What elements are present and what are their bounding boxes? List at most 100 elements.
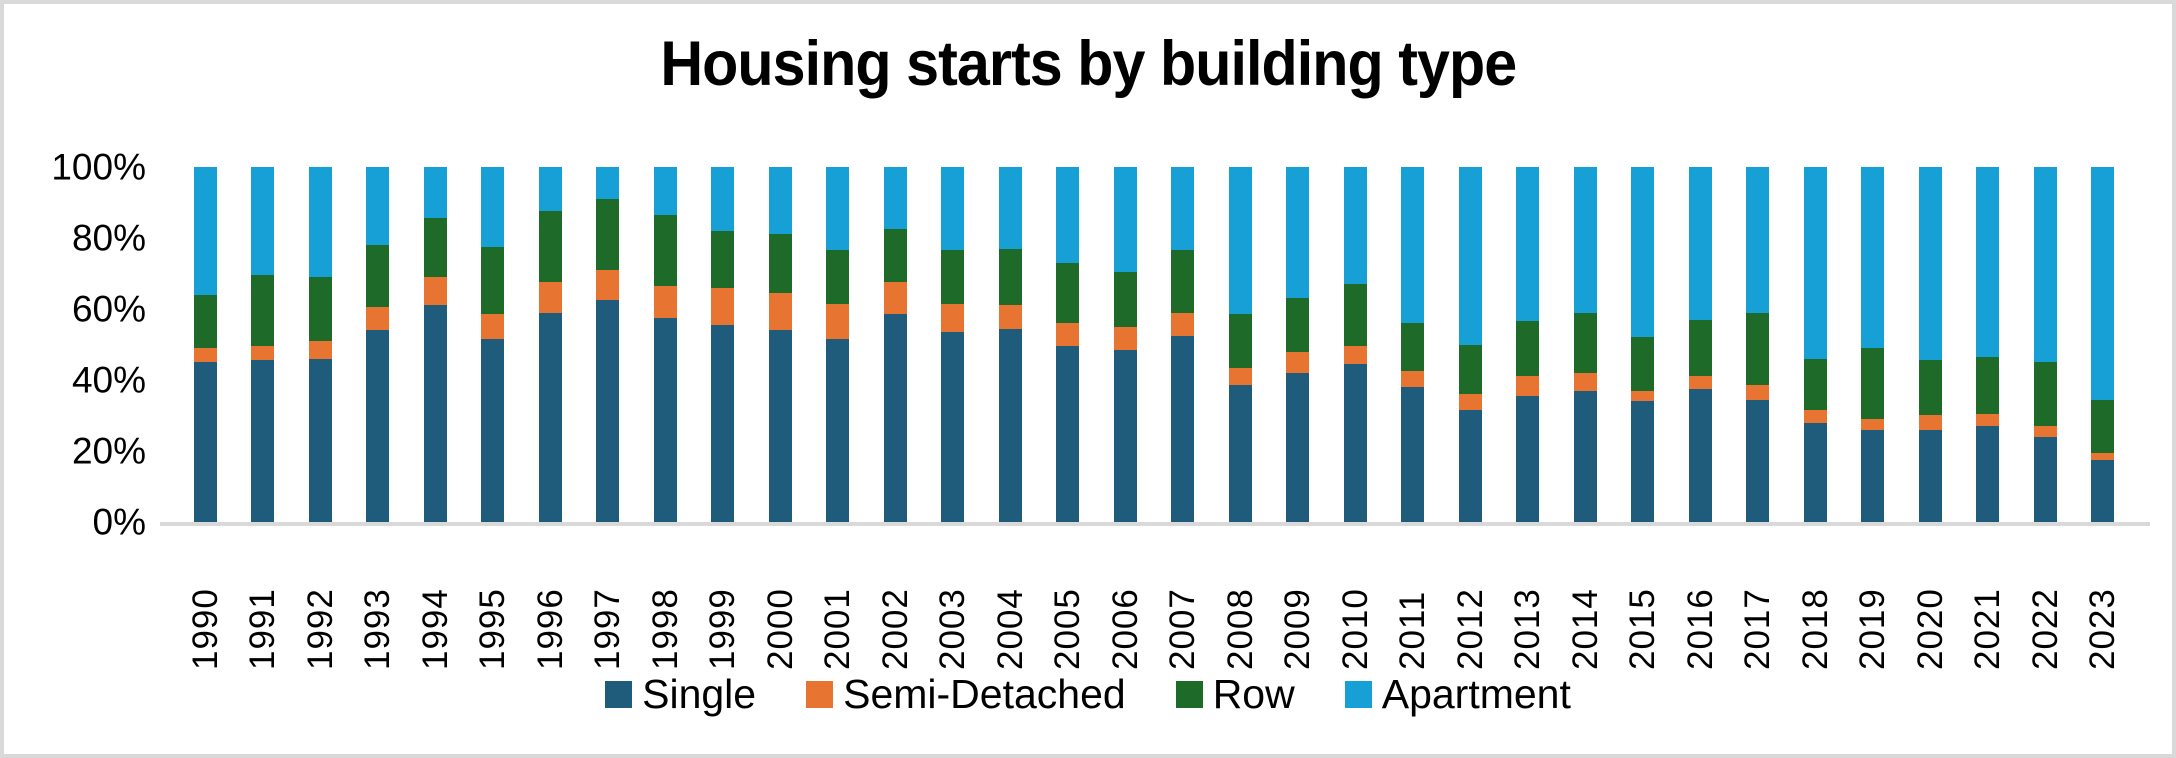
x-tick-wrap-2008: 2008 bbox=[1221, 538, 1260, 670]
x-tick-wrap-1997: 1997 bbox=[588, 538, 627, 670]
segment-2022-single bbox=[2033, 436, 2057, 522]
bar-1996 bbox=[538, 167, 562, 522]
segment-2016-row bbox=[1688, 319, 1712, 377]
segment-2006-semi-detached bbox=[1113, 326, 1137, 350]
segment-2004-single bbox=[998, 328, 1022, 522]
y-tick-40pct: 40% bbox=[71, 359, 146, 401]
bar-2006 bbox=[1113, 167, 1137, 522]
segment-2009-apartment bbox=[1286, 167, 1310, 299]
bar-column-2003: 2003 bbox=[933, 167, 972, 670]
segment-2022-apartment bbox=[2033, 167, 2057, 363]
bar-1994 bbox=[423, 167, 447, 522]
bar-2021 bbox=[1976, 167, 2000, 522]
x-tick-2023: 2023 bbox=[2082, 588, 2122, 670]
x-tick-1998: 1998 bbox=[645, 588, 685, 670]
segment-2005-single bbox=[1056, 346, 1080, 522]
segment-1990-single bbox=[194, 362, 217, 522]
x-tick-1995: 1995 bbox=[473, 588, 513, 670]
segment-1999-semi-detached bbox=[711, 287, 735, 325]
x-tick-wrap-2017: 2017 bbox=[1738, 538, 1777, 670]
segment-1999-apartment bbox=[711, 167, 735, 231]
segment-2002-semi-detached bbox=[883, 282, 907, 315]
bar-column-2022: 2022 bbox=[2026, 167, 2065, 670]
segment-2023-single bbox=[2090, 459, 2114, 522]
segment-2016-semi-detached bbox=[1688, 376, 1712, 389]
x-tick-1993: 1993 bbox=[358, 588, 398, 670]
chart-title: Housing starts by building type bbox=[4, 28, 2172, 100]
x-tick-wrap-2020: 2020 bbox=[1911, 538, 1950, 670]
bar-column-2016: 2016 bbox=[1680, 167, 1720, 670]
segment-2008-apartment bbox=[1228, 167, 1252, 315]
segment-1991-semi-detached bbox=[251, 346, 275, 361]
segment-2001-semi-detached bbox=[826, 303, 850, 340]
segment-2012-row bbox=[1458, 344, 1482, 395]
bar-column-1998: 1998 bbox=[645, 167, 685, 670]
segment-2013-single bbox=[1516, 395, 1540, 522]
segment-1993-row bbox=[366, 245, 390, 308]
segment-2002-row bbox=[883, 229, 907, 283]
bar-2001 bbox=[826, 167, 850, 522]
x-tick-wrap-1999: 1999 bbox=[703, 538, 743, 670]
x-tick-wrap-2002: 2002 bbox=[876, 538, 915, 670]
bar-column-1994: 1994 bbox=[415, 167, 455, 670]
x-tick-2004: 2004 bbox=[990, 588, 1030, 670]
segment-1996-semi-detached bbox=[538, 282, 562, 313]
bar-column-1990: 1990 bbox=[186, 167, 225, 670]
x-tick-1992: 1992 bbox=[300, 588, 340, 670]
segment-2012-semi-detached bbox=[1458, 394, 1482, 411]
x-tick-2016: 2016 bbox=[1680, 588, 1720, 670]
bar-2011 bbox=[1401, 167, 1425, 522]
bar-2002 bbox=[883, 167, 907, 522]
segment-2007-row bbox=[1171, 250, 1195, 313]
segment-1997-apartment bbox=[596, 167, 620, 199]
segment-1998-apartment bbox=[653, 167, 677, 215]
bar-1999 bbox=[711, 167, 735, 522]
bar-column-2005: 2005 bbox=[1048, 167, 1087, 670]
segment-2017-semi-detached bbox=[1746, 385, 1770, 400]
x-axis-line bbox=[160, 522, 2150, 526]
segment-1992-row bbox=[308, 277, 332, 341]
x-tick-1994: 1994 bbox=[415, 588, 455, 670]
segment-2001-single bbox=[826, 339, 850, 522]
x-tick-wrap-2015: 2015 bbox=[1623, 538, 1662, 670]
x-tick-wrap-2013: 2013 bbox=[1508, 538, 1547, 670]
segment-2011-row bbox=[1401, 323, 1425, 372]
bar-1995 bbox=[481, 167, 505, 522]
segment-1994-semi-detached bbox=[423, 277, 447, 306]
segment-1991-row bbox=[251, 275, 275, 347]
x-tick-2021: 2021 bbox=[1968, 588, 2008, 670]
y-tick-100pct: 100% bbox=[51, 146, 146, 188]
segment-2023-row bbox=[2090, 399, 2114, 453]
segment-2014-single bbox=[1573, 390, 1597, 522]
x-tick-2011: 2011 bbox=[1393, 590, 1433, 670]
x-tick-2019: 2019 bbox=[1853, 588, 1893, 670]
bar-1998 bbox=[653, 167, 677, 522]
legend-swatch-apartment bbox=[1344, 680, 1372, 708]
segment-2010-single bbox=[1343, 364, 1367, 522]
bar-2016 bbox=[1688, 167, 1712, 522]
segment-1993-single bbox=[366, 330, 390, 522]
segment-1992-apartment bbox=[308, 167, 332, 278]
segment-2011-semi-detached bbox=[1401, 371, 1425, 388]
segment-1998-single bbox=[653, 317, 677, 522]
x-tick-1999: 1999 bbox=[703, 588, 743, 670]
segment-2002-single bbox=[883, 314, 907, 522]
bar-column-2010: 2010 bbox=[1336, 167, 1375, 670]
segment-2004-apartment bbox=[998, 167, 1022, 249]
x-tick-wrap-2014: 2014 bbox=[1566, 538, 1605, 670]
segment-1994-single bbox=[423, 305, 447, 522]
bar-2012 bbox=[1458, 167, 1482, 522]
bar-2022 bbox=[2033, 167, 2057, 522]
bar-column-2006: 2006 bbox=[1106, 167, 1145, 670]
bar-column-1997: 1997 bbox=[588, 167, 627, 670]
segment-2005-semi-detached bbox=[1056, 323, 1080, 347]
y-tick-0pct: 0% bbox=[92, 501, 146, 543]
bar-column-2021: 2021 bbox=[1968, 167, 2008, 670]
segment-1992-semi-detached bbox=[308, 340, 332, 359]
x-tick-wrap-2023: 2023 bbox=[2082, 538, 2122, 670]
segment-2006-row bbox=[1113, 271, 1137, 327]
x-tick-wrap-1992: 1992 bbox=[300, 538, 340, 670]
legend-item-semi-detached: Semi-Detached bbox=[806, 672, 1126, 716]
plot-area: 1990 1991 1992 1993 1994 1995 1996 1997 1998 1999… bbox=[169, 167, 2144, 670]
bar-2013 bbox=[1516, 167, 1540, 522]
